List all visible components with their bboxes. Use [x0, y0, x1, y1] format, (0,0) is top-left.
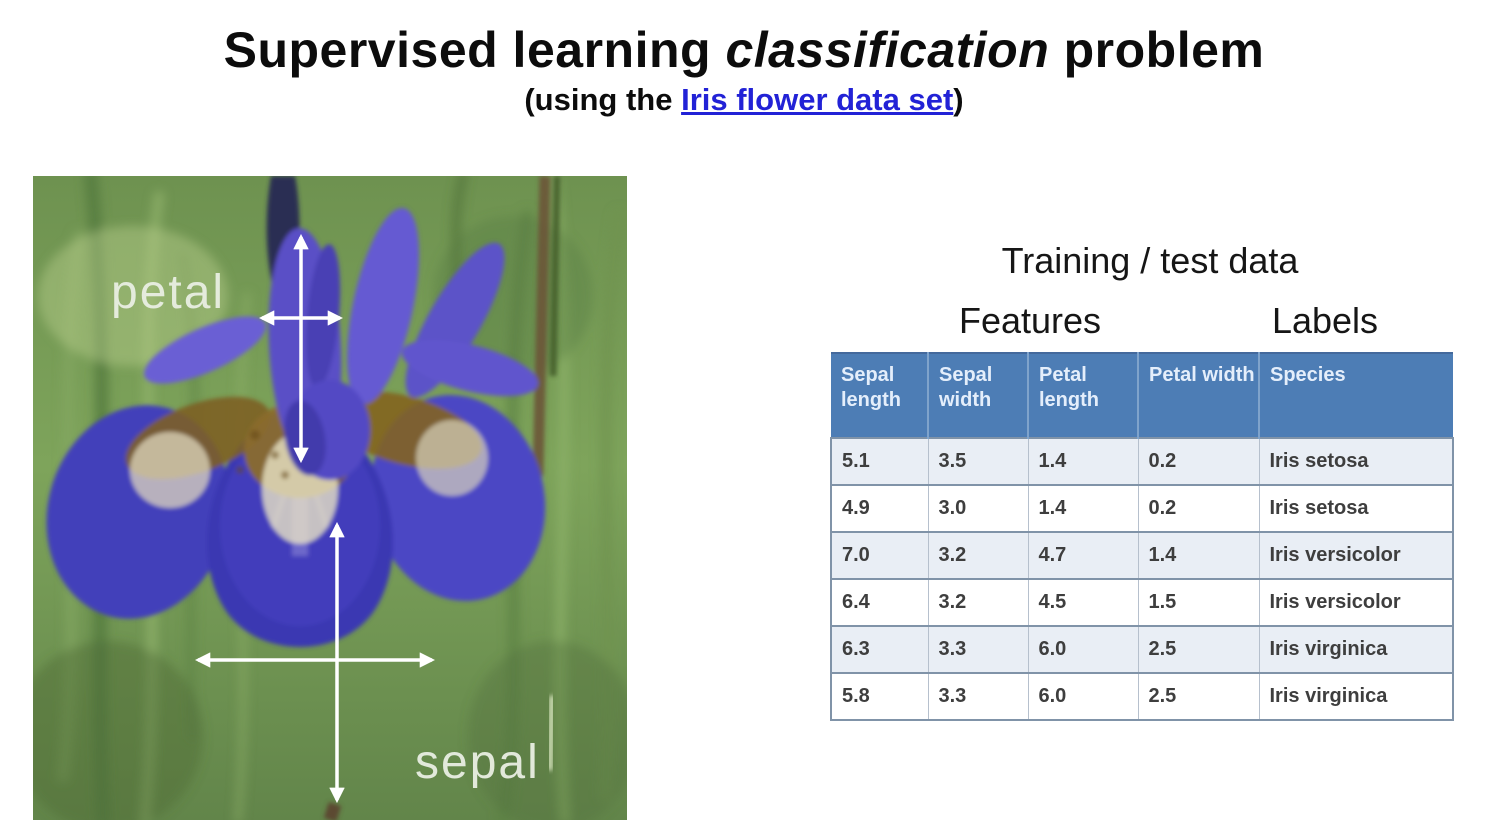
iris-data-table: Sepal length Sepal width Petal length Pe…: [830, 352, 1454, 721]
iris-flower: [46, 176, 561, 820]
iris-dataset-link[interactable]: Iris flower data set: [681, 81, 954, 117]
table-cell: 6.4: [830, 578, 929, 626]
table-cell: 1.5: [1138, 578, 1260, 626]
table-cell: 2.5: [1138, 625, 1260, 673]
labels-heading: Labels: [1271, 300, 1379, 341]
column-header-petal-length: Petal length: [1028, 352, 1139, 438]
table-cell: 3.3: [928, 672, 1029, 721]
measurement-arrows: [194, 233, 436, 804]
table-row: 4.9 3.0 1.4 0.2 Iris setosa: [830, 484, 1454, 532]
table-cell: 0.2: [1138, 484, 1260, 532]
table-cell: 6.3: [830, 625, 929, 673]
table-row: 6.3 3.3 6.0 2.5 Iris virginica: [830, 625, 1454, 673]
table-cell: 3.5: [928, 437, 1029, 485]
table-cell: 7.0: [830, 531, 929, 579]
table-cell: Iris virginica: [1259, 625, 1454, 673]
table-cell: 3.2: [928, 531, 1029, 579]
table-header-row: Sepal length Sepal width Petal length Pe…: [831, 352, 1453, 438]
table-cell: 6.0: [1028, 672, 1139, 721]
table-row: 5.1 3.5 1.4 0.2 Iris setosa: [830, 437, 1454, 485]
table-cell: 5.1: [830, 437, 929, 485]
table-cell: 4.9: [830, 484, 929, 532]
page-title: Supervised learning classification probl…: [0, 0, 1488, 80]
table-cell: Iris setosa: [1259, 437, 1454, 485]
table-cell: 6.0: [1028, 625, 1139, 673]
subtitle: (using the Iris flower data set): [0, 82, 1488, 118]
table-cell: 3.0: [928, 484, 1029, 532]
column-header-species: Species: [1259, 352, 1453, 438]
table-cell: 2.5: [1138, 672, 1260, 721]
table-cell: Iris setosa: [1259, 484, 1454, 532]
table-cell: 4.7: [1028, 531, 1139, 579]
column-header-sepal-length: Sepal length: [831, 352, 929, 438]
table-row: 7.0 3.2 4.7 1.4 Iris versicolor: [830, 531, 1454, 579]
table-cell: Iris versicolor: [1259, 531, 1454, 579]
title-suffix: problem: [1049, 22, 1265, 78]
table-cell: Iris versicolor: [1259, 578, 1454, 626]
iris-photo: petal sepal: [33, 176, 627, 820]
table-row: 6.4 3.2 4.5 1.5 Iris versicolor: [830, 578, 1454, 626]
features-heading: Features: [958, 300, 1102, 341]
table-cell: 3.3: [928, 625, 1029, 673]
title-block: Supervised learning classification probl…: [0, 0, 1488, 118]
table-cell: Iris virginica: [1259, 672, 1454, 721]
title-emphasis: classification: [725, 22, 1050, 78]
table-cell: 1.4: [1028, 484, 1139, 532]
petal-label: petal: [111, 266, 225, 319]
table-cell: 0.2: [1138, 437, 1260, 485]
table-cell: 1.4: [1028, 437, 1139, 485]
table-row: 5.8 3.3 6.0 2.5 Iris virginica: [830, 672, 1454, 721]
table-cell: 3.2: [928, 578, 1029, 626]
column-header-sepal-width: Sepal width: [928, 352, 1029, 438]
subtitle-prefix: (using the: [524, 81, 682, 117]
table-cell: 1.4: [1138, 531, 1260, 579]
table-cell: 5.8: [830, 672, 929, 721]
table-cell: 4.5: [1028, 578, 1139, 626]
sepal-label: sepal: [415, 736, 540, 789]
subtitle-suffix: ): [953, 81, 964, 117]
column-header-petal-width: Petal width: [1138, 352, 1260, 438]
training-test-data-heading: Training / test data: [1001, 240, 1299, 281]
title-prefix: Supervised learning: [223, 22, 726, 78]
